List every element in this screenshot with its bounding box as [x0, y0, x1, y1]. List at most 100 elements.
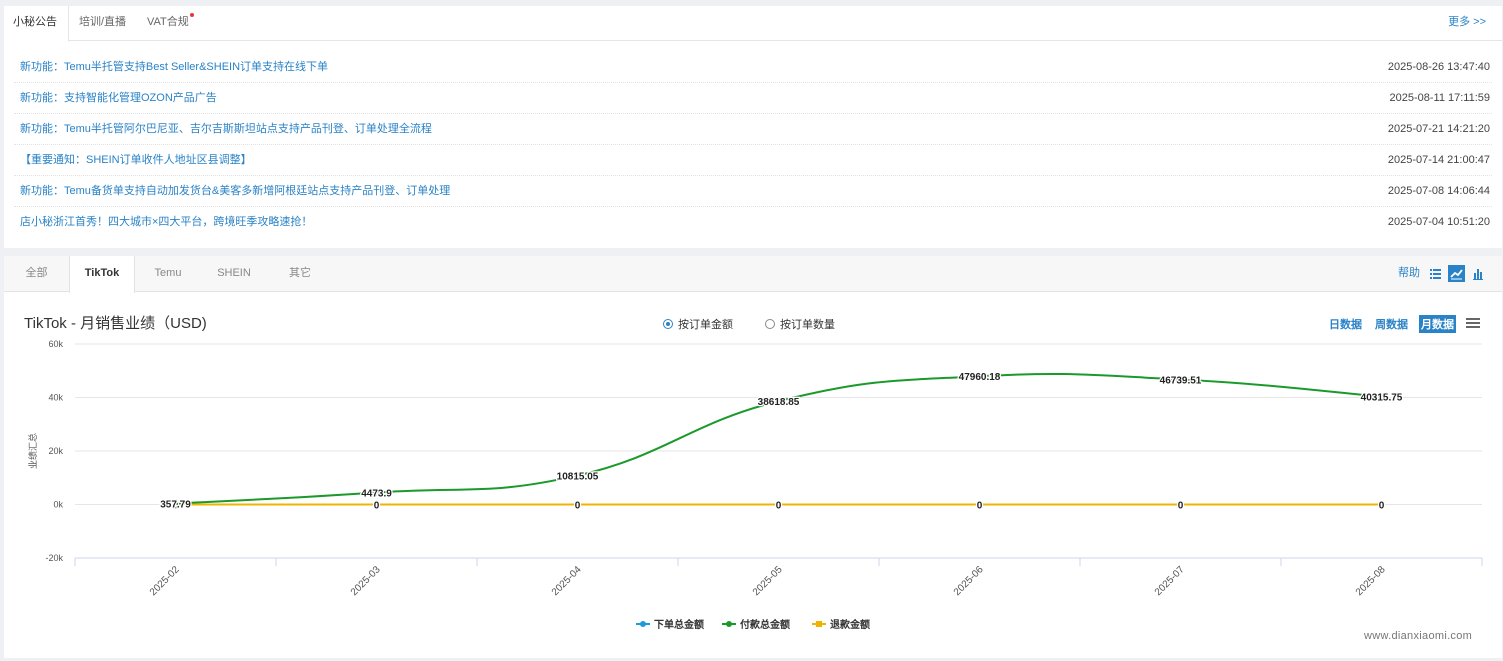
notice-item: 店小秘浙江首秀！四大城市×四大平台，跨境旺季攻略速抢！ 2025-07-04 1…: [14, 207, 1492, 238]
notice-time: 2025-07-04 10:51:20: [1387, 216, 1490, 228]
radio-by-amount[interactable]: 按订单金额: [663, 316, 733, 332]
data-point: [1378, 501, 1385, 508]
data-point: [1378, 393, 1385, 400]
tab-shein[interactable]: SHEIN: [217, 267, 251, 279]
y-tick-label: 20k: [48, 446, 63, 456]
tab-other[interactable]: 其它: [289, 267, 311, 279]
daily-data-button[interactable]: 日数据: [1329, 319, 1362, 331]
x-tick-label: 2025-03: [349, 564, 383, 598]
notice-panel: 小秘公告 培训/直播 VAT合规 更多 >> 新功能：Temu半托管支持Best…: [4, 6, 1502, 248]
y-tick-label: 60k: [48, 339, 63, 349]
data-point: [1177, 376, 1184, 383]
bar-chart-icon[interactable]: [1470, 265, 1487, 282]
tab-vat-compliance[interactable]: VAT合规: [147, 16, 189, 28]
legend-marker: [816, 621, 822, 627]
x-tick-label: 2025-02: [148, 564, 182, 598]
data-point: [574, 501, 581, 508]
data-point: [574, 472, 581, 479]
radio-button[interactable]: [765, 319, 775, 329]
data-point: [373, 501, 380, 508]
notice-title-link[interactable]: 【重要通知：SHEIN订单收件人地址区县调整】: [20, 154, 252, 166]
y-tick-label: -20k: [45, 553, 63, 563]
data-label: 0: [374, 501, 380, 512]
notice-time: 2025-08-11 17:11:59: [1389, 92, 1490, 104]
legend-marker: [726, 621, 732, 627]
data-label: 46739.51: [1160, 375, 1202, 386]
tab-notice[interactable]: 小秘公告: [4, 6, 69, 42]
radio-label: 按订单金额: [678, 319, 733, 331]
x-tick-label: 2025-08: [1354, 564, 1388, 598]
notice-item: 新功能：支持智能化管理OZON产品广告 2025-08-11 17:11:59: [14, 83, 1492, 114]
legend-label: 付款总金额: [740, 618, 790, 631]
x-tick-label: 2025-04: [550, 564, 584, 598]
notice-time: 2025-07-14 21:00:47: [1387, 154, 1490, 166]
y-tick-label: 0k: [53, 500, 63, 510]
legend-label: 退款金额: [830, 618, 870, 631]
data-point: [976, 501, 983, 508]
platform-tabs: 全部 TikTok Temu SHEIN 其它 帮助: [4, 256, 1502, 293]
legend-item: 付款总金额: [722, 618, 790, 631]
list-view-icon[interactable]: [1427, 265, 1444, 282]
tab-temu[interactable]: Temu: [154, 267, 182, 279]
data-point: [775, 398, 782, 405]
notice-time: 2025-07-08 14:06:44: [1387, 185, 1490, 197]
notice-item: 新功能：Temu备货单支持自动加发货台&美客多新增阿根廷站点支持产品刊登、订单处…: [14, 176, 1492, 207]
notice-item: 新功能：Temu半托管阿尔巴尼亚、吉尔吉斯斯坦站点支持产品刊登、订单处理全流程 …: [14, 114, 1492, 145]
data-point: [775, 501, 782, 508]
line-chart-icon[interactable]: [1448, 265, 1465, 282]
new-badge-dot: [190, 13, 194, 17]
notice-title-link[interactable]: 新功能：Temu备货单支持自动加发货台&美客多新增阿根廷站点支持产品刊登、订单处…: [20, 185, 451, 197]
data-label: 38618.85: [758, 397, 800, 408]
weekly-data-button[interactable]: 周数据: [1375, 319, 1408, 331]
monthly-data-button[interactable]: 月数据: [1419, 315, 1456, 333]
x-tick-label: 2025-05: [751, 564, 785, 598]
notice-time: 2025-08-26 13:47:40: [1387, 61, 1490, 73]
notice-title-link[interactable]: 新功能：Temu半托管阿尔巴尼亚、吉尔吉斯斯坦站点支持产品刊登、订单处理全流程: [20, 123, 432, 135]
watermark: www.dianxiaomi.com: [1364, 630, 1473, 642]
data-label: 0: [1379, 501, 1385, 512]
radio-label: 按订单数量: [780, 319, 835, 331]
data-point: [373, 489, 380, 496]
data-label: 0: [575, 501, 581, 512]
notice-title-link[interactable]: 新功能：支持智能化管理OZON产品广告: [20, 92, 217, 104]
data-point: [172, 500, 179, 507]
chart-title: TikTok - 月销售业绩（USD): [24, 315, 207, 332]
notice-list: 新功能：Temu半托管支持Best Seller&SHEIN订单支持在线下单 2…: [4, 52, 1502, 238]
notice-item: 新功能：Temu半托管支持Best Seller&SHEIN订单支持在线下单 2…: [14, 52, 1492, 83]
data-label: 0: [173, 501, 179, 512]
notice-tabs: 小秘公告 培训/直播 VAT合规 更多 >>: [4, 6, 1502, 42]
radio-button-checked[interactable]: [663, 319, 673, 329]
notice-item: 【重要通知：SHEIN订单收件人地址区县调整】 2025-07-14 21:00…: [14, 145, 1492, 176]
data-label: 47960.18: [959, 372, 1001, 383]
series-line-1: [175, 372, 1382, 505]
data-label: 40315.75: [1361, 393, 1403, 404]
data-label: 10815.05: [557, 472, 599, 483]
legend-marker: [640, 621, 646, 627]
tab-tiktok[interactable]: TikTok: [69, 256, 135, 293]
data-point: [1177, 501, 1184, 508]
x-tick-label: 2025-06: [952, 564, 986, 598]
y-axis-title: 业绩汇总: [27, 433, 38, 469]
y-tick-label: 40k: [48, 393, 63, 403]
help-link[interactable]: 帮助: [1398, 267, 1420, 279]
data-label: 0: [977, 501, 983, 512]
legend-label: 下单总金额: [654, 618, 704, 631]
legend-item: 退款金额: [812, 618, 870, 631]
data-label: 4473.9: [361, 489, 392, 500]
notice-time: 2025-07-21 14:21:20: [1387, 123, 1490, 135]
radio-by-count[interactable]: 按订单数量: [765, 316, 835, 332]
x-tick-label: 2025-07: [1153, 564, 1187, 598]
notice-title-link[interactable]: 新功能：Temu半托管支持Best Seller&SHEIN订单支持在线下单: [20, 61, 329, 73]
data-point: [976, 373, 983, 380]
tab-training-live[interactable]: 培训/直播: [79, 16, 127, 28]
tab-all[interactable]: 全部: [25, 267, 48, 279]
sales-line-chart: -20k 0k 20k 40k 60k 业绩汇总 2025-02 2025-03 2025-04…: [27, 339, 1483, 631]
more-link[interactable]: 更多 >>: [1448, 16, 1486, 28]
data-label: 0: [776, 501, 782, 512]
notice-title-link[interactable]: 店小秘浙江首秀！四大城市×四大平台，跨境旺季攻略速抢！: [20, 216, 313, 228]
legend-item: 下单总金额: [636, 618, 704, 631]
data-label: 357.79: [160, 500, 191, 511]
data-label: 0: [1178, 501, 1184, 512]
sales-chart-panel: 全部 TikTok Temu SHEIN 其它 帮助: [4, 256, 1502, 658]
chart-menu-icon[interactable]: [1466, 318, 1480, 329]
